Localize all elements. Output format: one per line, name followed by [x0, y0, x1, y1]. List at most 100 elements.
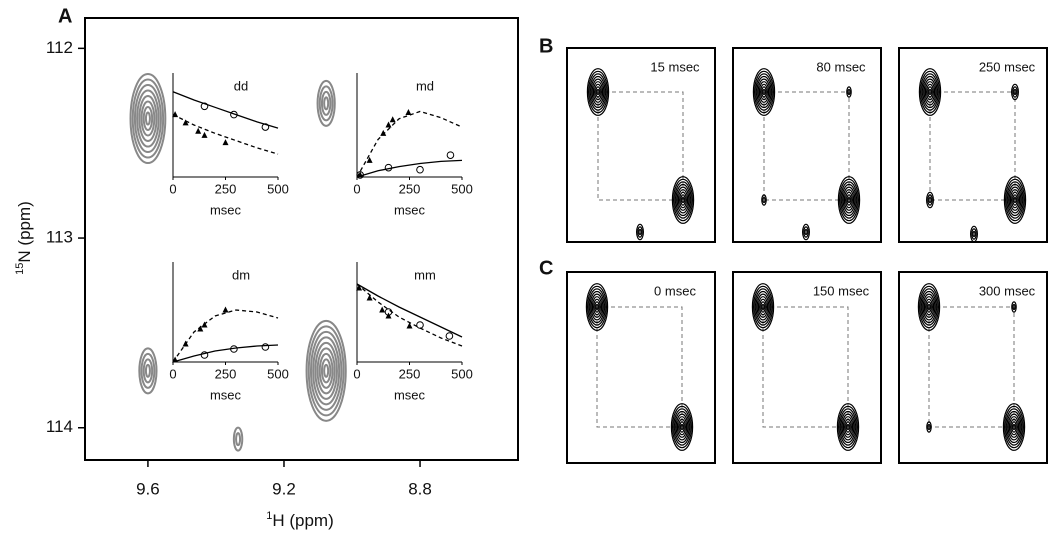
contour-level: [142, 106, 154, 132]
contour-level: [842, 416, 854, 438]
contour-level: [587, 70, 608, 114]
contour-level: [762, 88, 766, 96]
spectrum-frame: [898, 271, 1048, 464]
contour-level: [671, 405, 692, 449]
inset-x-tick-label: 0: [169, 181, 176, 196]
contour-level: [755, 73, 773, 111]
contour-level: [837, 176, 861, 224]
contour-level: [921, 290, 937, 324]
inset-x-tick-label: 0: [169, 366, 176, 381]
contour-level: [759, 83, 768, 101]
contour-level: [1004, 178, 1025, 222]
contour-level: [847, 196, 851, 204]
contour-level: [1009, 189, 1021, 211]
contour-level: [928, 196, 932, 204]
contour-level: [637, 226, 643, 238]
contour-level: [129, 73, 167, 165]
inset-x-tick-label: 250: [399, 181, 421, 196]
inset-x-tick-label: 0: [353, 366, 360, 381]
contour-level: [754, 288, 772, 326]
contour-level: [677, 418, 686, 436]
spectrum-panel: 150 msec: [732, 271, 882, 464]
inset-x-label: msec: [210, 202, 242, 217]
contour-level: [1008, 416, 1020, 438]
contour-level: [842, 186, 856, 214]
y-label-sup: 15: [14, 263, 26, 275]
contour-level: [679, 421, 685, 433]
connector-box: [597, 91, 684, 201]
spectrum-panel: 250 msec: [898, 47, 1048, 243]
y-tick-label: 113: [46, 228, 73, 247]
panel-label: B: [539, 35, 553, 57]
contour-level: [760, 301, 766, 313]
data-point: [182, 119, 189, 126]
contour-level: [590, 75, 606, 109]
contour-level: [920, 288, 938, 326]
data-point: [445, 332, 454, 340]
fit-curve: [356, 159, 463, 178]
contour-level: [971, 228, 977, 240]
contour-level: [131, 78, 165, 159]
contour-level: [927, 194, 933, 206]
contour-level: [751, 283, 775, 331]
contour-level: [586, 68, 610, 116]
contour-level: [675, 183, 691, 217]
contour-level: [753, 70, 774, 114]
contour-level: [591, 78, 605, 106]
contour-level: [586, 285, 607, 329]
contour-level: [919, 70, 940, 114]
data-point: [197, 325, 204, 332]
y-label-text: N (ppm): [15, 201, 34, 262]
contour-level: [588, 288, 606, 326]
contour-level: [1006, 181, 1024, 219]
contour-level: [803, 226, 809, 238]
peak-contour: [138, 347, 158, 395]
contour-level: [142, 358, 154, 384]
fit-curve: [172, 114, 279, 155]
inset-title: md: [416, 78, 434, 93]
contour-level: [1003, 176, 1027, 224]
y-tick-label: 112: [46, 38, 73, 57]
spectrum-frame: [566, 47, 716, 243]
data-point: [385, 312, 392, 319]
fit-curve: [172, 91, 279, 129]
fit-curve: [356, 110, 463, 178]
contour-level: [140, 100, 156, 137]
contour-level: [1003, 405, 1024, 449]
contour-level: [761, 194, 767, 206]
contour-level: [926, 301, 932, 313]
connector-box: [596, 306, 683, 428]
contour-level: [673, 408, 691, 446]
inset-x-label: msec: [210, 387, 242, 402]
contour-level: [843, 189, 855, 211]
contour-level: [921, 73, 939, 111]
contour-level: [323, 363, 330, 378]
x-tick-label: 9.2: [272, 479, 296, 498]
contour-level: [801, 223, 810, 241]
contour-level: [922, 293, 936, 321]
connector-box: [762, 306, 849, 428]
contour-level: [589, 73, 607, 111]
x-label-sup: 1: [266, 510, 272, 522]
contour-level: [144, 363, 151, 378]
contour-level: [846, 194, 852, 206]
data-point: [222, 306, 229, 313]
contour-level: [757, 296, 769, 318]
contour-level: [676, 186, 690, 214]
data-point: [389, 116, 396, 123]
contour-level: [1012, 194, 1018, 206]
fit-curve: [356, 283, 463, 347]
contour-level: [596, 88, 600, 96]
x-axis-label: 1H (ppm): [266, 510, 334, 531]
inset-title: dd: [234, 78, 248, 93]
contour-level: [846, 86, 852, 98]
spectrum-label: 15 msec: [650, 59, 700, 74]
contour-level: [594, 301, 600, 313]
contour-level: [595, 303, 599, 311]
spectrum-frame: [732, 47, 882, 243]
contour-level: [1011, 301, 1017, 313]
contour-level: [1012, 423, 1016, 431]
data-point: [261, 343, 270, 351]
connector-box: [929, 91, 1016, 201]
